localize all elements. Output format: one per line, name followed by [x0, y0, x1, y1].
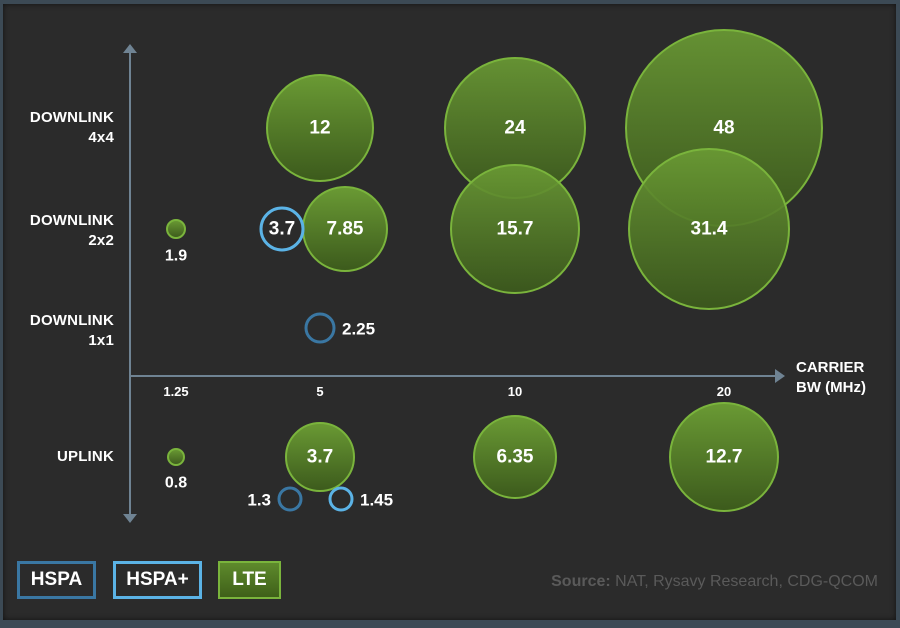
legend-lte: LTE: [218, 561, 281, 599]
bubble-hspa-dl1x1-5: [304, 312, 336, 344]
data-label: 2.25: [342, 320, 375, 339]
data-label: 0.8: [165, 475, 187, 492]
bubble-lte-dl2x2-1-25: [166, 219, 186, 239]
x-tick-5: 5: [316, 384, 324, 399]
x-tick-1-25: 1.25: [163, 384, 189, 399]
row-label-line1: DOWNLINK: [29, 109, 114, 126]
row-label-downlink-2x2: DOWNLINK 2x2: [30, 211, 114, 251]
row-label-line1: DOWNLINK: [29, 312, 114, 329]
source-text: NAT, Rysavy Research, CDG-QCOM: [610, 573, 878, 590]
row-label-line2: 1x1: [88, 332, 114, 349]
bubble-lte-ul-1-25: [167, 448, 185, 466]
legend-lte-label: LTE: [232, 569, 267, 590]
y-axis-arrow-up: [123, 44, 137, 53]
source-label: Source:: [551, 573, 611, 590]
data-label: 1.9: [165, 248, 187, 265]
row-label-downlink-4x4: DOWNLINK 4x4: [30, 108, 114, 148]
row-label-line2: 4x4: [88, 129, 114, 146]
source-note: Source: NAT, Rysavy Research, CDG-QCOM: [551, 573, 878, 591]
legend-hspa-plus-label: HSPA+: [126, 569, 189, 590]
bubble-lte-ul-5: [285, 422, 355, 492]
data-label: 15.7: [497, 219, 534, 240]
x-axis-title: CARRIER BW (MHz): [796, 358, 866, 398]
legend-hspa-label: HSPA: [30, 569, 83, 590]
x-tick-10: 10: [507, 384, 523, 399]
data-label: 12: [309, 118, 330, 139]
row-label-line1: DOWNLINK: [29, 212, 114, 229]
data-label: 3.7: [269, 219, 295, 240]
data-label: 7.85: [327, 219, 364, 240]
x-axis-title-line1: CARRIER: [796, 359, 865, 376]
row-label-line2: 2x2: [88, 232, 114, 249]
bubble-lte-ul-20: [669, 402, 779, 512]
bubble-hspa-plus-dl2x2-5: [259, 206, 305, 252]
bubble-lte-dl2x2-10: [450, 164, 580, 294]
data-label: 24: [504, 118, 526, 139]
row-label-downlink-1x1: DOWNLINK 1x1: [30, 311, 114, 351]
legend-hspa-plus: HSPA+: [113, 561, 202, 599]
x-axis-arrow: [775, 369, 785, 383]
bubble-lte-dl4x4-5: [266, 74, 374, 182]
x-tick-20: 20: [716, 384, 732, 399]
data-label: 1.45: [360, 491, 393, 510]
data-label: 31.4: [691, 219, 728, 240]
data-label: 6.35: [497, 447, 534, 468]
data-label: 1.3: [247, 491, 271, 510]
y-axis-arrow-down: [123, 514, 137, 523]
bubble-lte-dl2x2-20: [628, 148, 790, 310]
data-label: 3.7: [307, 447, 333, 468]
legend-hspa: HSPA: [17, 561, 96, 599]
bubble-hspa-plus-ul-5: [328, 486, 354, 512]
bubble-lte-ul-10: [473, 415, 557, 499]
row-label-line1: UPLINK: [56, 448, 114, 465]
data-label: 48: [713, 118, 734, 139]
row-label-uplink: UPLINK: [57, 447, 114, 467]
data-label: 12.7: [706, 447, 743, 468]
bubble-hspa-ul-5: [277, 486, 303, 512]
x-axis-title-line2: BW (MHz): [796, 379, 866, 396]
